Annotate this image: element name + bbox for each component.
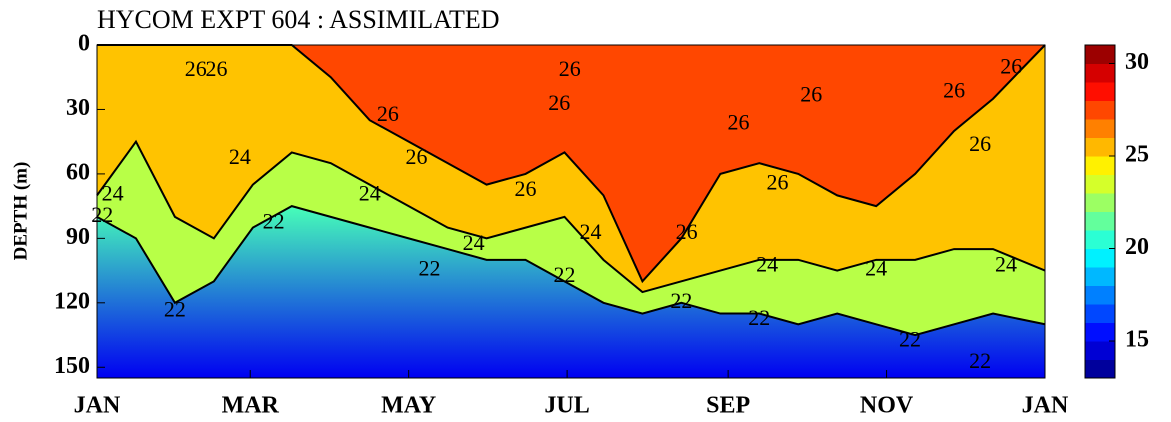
contour-label: 22 [554, 262, 576, 287]
colorbar-tick-label: 25 [1125, 142, 1149, 168]
colorbar-swatch [1085, 341, 1115, 360]
contour-label: 22 [670, 288, 692, 313]
colorbar-tick-label: 20 [1125, 234, 1149, 260]
colorbar-swatch [1085, 285, 1115, 305]
contour-label: 26 [405, 144, 427, 169]
colorbar-swatch [1085, 304, 1115, 323]
colorbar-swatch [1085, 156, 1115, 175]
colorbar-frame [1084, 44, 1116, 379]
contour-label: 26 [676, 219, 698, 244]
colorbar-swatch [1085, 230, 1115, 249]
x-tick-label: NOV [860, 393, 914, 419]
contour-label: 26 [185, 56, 207, 81]
colorbar-swatch [1085, 100, 1115, 120]
y-tick-label: 30 [66, 95, 90, 121]
contour-label: 22 [899, 327, 921, 352]
colorbar-swatch [1085, 248, 1115, 268]
contour-label: 24 [579, 219, 601, 244]
temperature-band [97, 141, 1045, 336]
y-tick-label: 60 [66, 159, 90, 185]
contour-label: 26 [943, 77, 965, 102]
y-tick-label: 0 [78, 31, 90, 57]
colorbar-tick-label: 15 [1125, 327, 1149, 353]
isotherm-line [96, 139, 1046, 294]
contour-label: 24 [756, 251, 778, 276]
contour-label: 22 [164, 296, 186, 321]
contour-label: 24 [102, 180, 124, 205]
contour-label: 26 [205, 56, 227, 81]
contour-label: 24 [229, 144, 251, 169]
x-tick-label: MAY [381, 393, 436, 419]
contour-label: 24 [359, 180, 381, 205]
colorbar-swatch [1085, 359, 1115, 379]
contour-label: 26 [800, 82, 822, 107]
contour-label: 26 [377, 101, 399, 126]
contour-label: 26 [766, 170, 788, 195]
temperature-band [97, 206, 1045, 378]
contour-label: 24 [865, 256, 887, 281]
y-tick-label: 120 [54, 288, 90, 314]
colorbar-swatch [1085, 267, 1115, 286]
contour-label: 26 [1000, 54, 1022, 79]
contour-label: 26 [515, 176, 537, 201]
contour-label: 22 [748, 305, 770, 330]
chart-title: HYCOM EXPT 604 : ASSIMILATED [97, 5, 500, 34]
colorbar-tick-label: 30 [1125, 49, 1149, 75]
contour-label: 26 [559, 56, 581, 81]
plot-frame [96, 44, 1046, 379]
temperature-band [97, 45, 1045, 293]
contour-label: 26 [969, 131, 991, 156]
colorbar-swatch [1085, 174, 1115, 194]
contour-label: 22 [263, 208, 285, 233]
isotherm-line [96, 205, 1046, 337]
contour-label: 24 [995, 251, 1017, 276]
colorbar-swatch [1085, 63, 1115, 83]
y-axis-label: DEPTH (m) [10, 162, 31, 261]
colorbar-swatch [1085, 82, 1115, 101]
temperature-band [97, 45, 1045, 282]
contour-label: 26 [548, 90, 570, 115]
x-tick-label: JAN [74, 393, 121, 419]
contour-label: 26 [728, 110, 750, 135]
colorbar-swatch [1085, 193, 1115, 212]
x-tick-label: JUL [544, 393, 589, 419]
contour-label: 24 [463, 230, 485, 255]
contour-label: 22 [969, 348, 991, 373]
colorbar-swatch [1085, 137, 1115, 157]
colorbar-swatch [1085, 45, 1115, 64]
y-tick-label: 150 [54, 353, 90, 379]
x-tick-label: SEP [706, 393, 750, 419]
x-tick-label: MAR [222, 393, 280, 419]
colorbar-swatch [1085, 211, 1115, 231]
colorbar-swatch [1085, 322, 1115, 342]
contour-label: 22 [91, 202, 113, 227]
contour-label: 22 [418, 256, 440, 281]
x-tick-label: JAN [1022, 393, 1069, 419]
colorbar-swatch [1085, 119, 1115, 138]
y-tick-label: 90 [66, 224, 90, 250]
